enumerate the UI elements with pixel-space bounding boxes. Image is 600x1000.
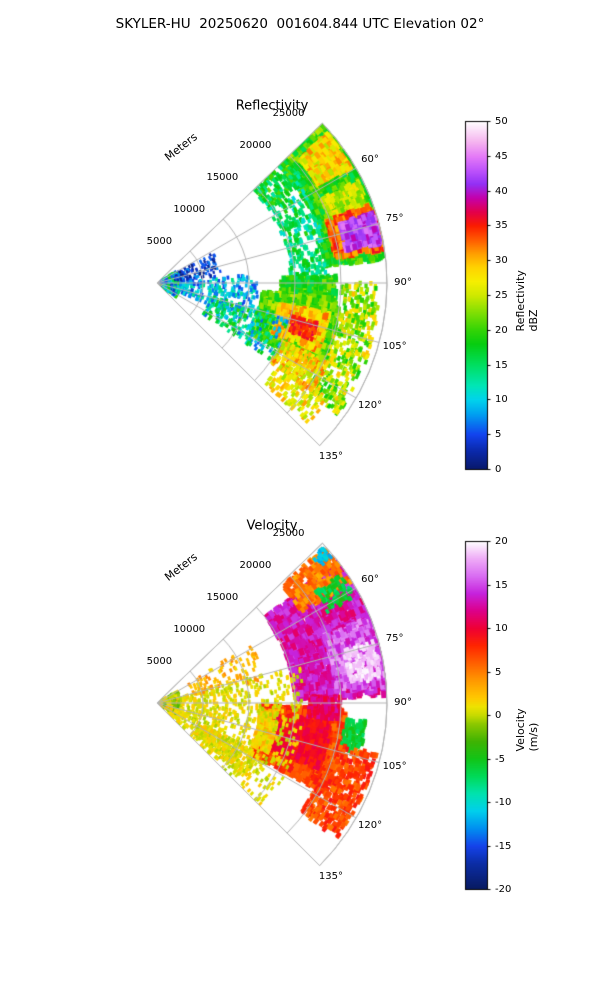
colorbar-label-reflectivity: Reflectivity dBZ [514,270,540,332]
colorbar-tick-label: 25 [495,289,508,301]
azimuth-tick-label: 90° [394,697,412,708]
colorbar-tick-label: 40 [495,185,508,197]
range-tick-label: 5000 [146,236,173,248]
plot-title-reflectivity: Reflectivity [235,98,309,114]
range-tick-label: 15000 [206,592,239,604]
range-tick-label: 15000 [206,172,239,184]
range-tick-label: 25000 [272,108,305,120]
colorbar-tick-label: 15 [495,579,508,591]
azimuth-tick-label: 60° [361,154,379,165]
colorbar-tick-label: 5 [495,428,502,440]
azimuth-tick-label: 105° [382,340,407,352]
figure-title: SKYLER-HU 20250620 001604.844 UTC Elevat… [115,16,485,32]
colorbar-tick-label: 10 [495,622,508,634]
azimuth-tick-label: 90° [394,277,412,288]
range-tick-label: 20000 [239,140,272,152]
colorbar-tick-label: 5 [495,666,502,678]
colorbar-tick-label: 35 [495,219,508,231]
azimuth-tick-label: 135° [318,870,343,882]
azimuth-tick-label: 135° [318,450,343,462]
colorbar-tick-label: 15 [495,359,508,371]
colorbar-label-velocity: Velocity (m/s) [514,708,540,752]
colorbar-tick-label: 50 [495,115,508,127]
azimuth-tick-label: 120° [357,400,383,411]
azimuth-tick-label: 120° [357,820,383,831]
colorbar-tick-label: 10 [495,393,508,405]
colorbar-tick-label: -5 [495,753,505,765]
colorbar-tick-label: -15 [495,840,512,852]
colorbar-tick-label: 20 [495,324,508,336]
colorbar-tick-label: -20 [495,883,512,895]
range-tick-label: 25000 [272,528,305,540]
range-tick-label: 10000 [173,624,206,636]
range-tick-label: 5000 [146,656,173,668]
colorbar-tick-label: 0 [495,463,502,475]
range-tick-label: 20000 [239,560,272,572]
colorbar-tick-label: 45 [495,150,508,162]
colorbar-tick-label: 30 [495,254,508,266]
plot-title-velocity: Velocity [246,518,298,534]
azimuth-tick-label: 75° [385,213,404,225]
colorbar-tick-label: -10 [495,796,512,808]
azimuth-tick-label: 75° [385,633,404,645]
colorbar-tick-label: 0 [495,709,502,721]
azimuth-tick-label: 60° [361,574,379,585]
colorbar-tick-label: 20 [495,535,508,547]
range-tick-label: 10000 [173,204,206,216]
azimuth-tick-label: 105° [382,760,407,772]
